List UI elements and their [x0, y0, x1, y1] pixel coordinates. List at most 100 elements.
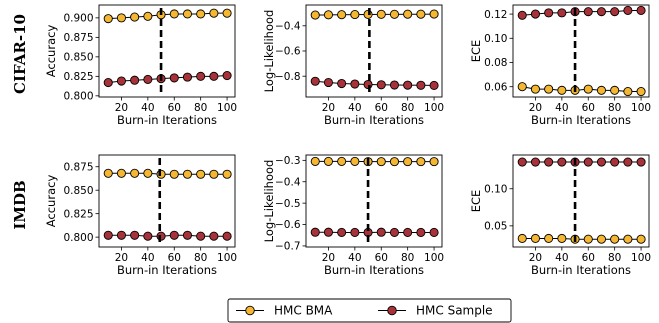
- data-point: [103, 230, 113, 240]
- x-tick-label: 100: [424, 102, 444, 114]
- data-point: [583, 157, 593, 167]
- data-point: [222, 231, 232, 241]
- data-point: [636, 87, 646, 97]
- legend-entry-hmc-sample: HMC Sample: [378, 304, 493, 318]
- series-line: [522, 237, 642, 240]
- x-tick-label: 20: [322, 252, 335, 264]
- x-axis-label: Burn-in Iterations: [117, 113, 217, 127]
- y-tick-label: 0.875: [63, 32, 93, 44]
- data-point: [557, 157, 567, 167]
- data-point: [323, 10, 333, 20]
- data-point: [337, 78, 347, 89]
- x-tick-label: 80: [194, 252, 207, 264]
- x-tick-label: 20: [529, 102, 542, 114]
- x-axis-label: Burn-in Iterations: [531, 263, 631, 277]
- plot-frame: [98, 4, 236, 98]
- x-tick-label: 60: [375, 102, 388, 114]
- data-point: [116, 13, 126, 23]
- data-point: [337, 227, 347, 238]
- x-axis-label: Burn-in Iterations: [324, 263, 424, 277]
- data-point: [403, 227, 413, 238]
- data-point: [376, 157, 386, 167]
- legend-label: HMC Sample: [416, 304, 493, 318]
- x-tick-label: 60: [582, 252, 595, 264]
- data-point: [196, 71, 206, 81]
- x-tick-label: 80: [608, 102, 621, 114]
- data-point: [130, 12, 140, 22]
- data-point: [103, 78, 113, 88]
- data-point: [130, 75, 140, 85]
- x-axis-label: Burn-in Iterations: [531, 113, 631, 127]
- data-point: [350, 10, 360, 20]
- data-point: [143, 168, 153, 178]
- data-point: [209, 169, 219, 179]
- data-point: [337, 156, 347, 166]
- row-label-cifar10: CIFAR-10: [11, 14, 29, 94]
- data-point: [557, 233, 567, 244]
- data-point: [310, 156, 320, 166]
- row-label-imdb: IMDB: [11, 180, 29, 229]
- data-point: [363, 9, 373, 20]
- series-hmc-sample: [517, 157, 646, 167]
- data-point: [143, 231, 153, 241]
- data-point: [557, 85, 567, 95]
- data-point: [222, 8, 232, 18]
- data-point: [429, 9, 439, 19]
- data-point: [376, 80, 386, 90]
- x-tick-label: 40: [141, 252, 154, 264]
- y-axis-label: ECE: [469, 40, 483, 63]
- data-point: [403, 9, 413, 19]
- data-point: [169, 73, 179, 83]
- data-point: [517, 157, 527, 167]
- y-axis-label: Log-Likelihood: [262, 10, 276, 93]
- data-point: [557, 8, 567, 18]
- data-point: [530, 9, 540, 19]
- data-point: [623, 234, 633, 244]
- data-point: [222, 71, 232, 81]
- data-point: [623, 87, 633, 97]
- x-tick-label: 40: [348, 252, 361, 264]
- y-axis-label: ECE: [469, 190, 483, 213]
- x-tick-label: 20: [529, 252, 542, 264]
- x-tick-label: 20: [322, 102, 335, 114]
- data-point: [222, 169, 232, 179]
- data-point: [156, 169, 166, 179]
- data-point: [596, 7, 607, 17]
- data-point: [610, 85, 620, 95]
- data-point: [416, 9, 426, 19]
- legend-marker: [387, 305, 397, 316]
- data-point: [169, 169, 179, 179]
- x-axis-label: Burn-in Iterations: [117, 263, 217, 277]
- series-hmc-bma: [517, 82, 646, 97]
- data-point: [350, 227, 360, 238]
- data-point: [116, 168, 126, 178]
- data-point: [544, 157, 554, 167]
- series-line: [522, 9, 642, 16]
- data-point: [323, 77, 333, 88]
- data-point: [389, 227, 400, 238]
- data-point: [363, 79, 373, 90]
- legend-entry-hmc-bma: HMC BMA: [236, 304, 333, 318]
- x-tick-label: 40: [555, 252, 568, 264]
- data-point: [403, 157, 413, 167]
- x-tick-label: 60: [375, 252, 388, 264]
- data-point: [596, 234, 607, 244]
- series-line: [108, 234, 228, 237]
- x-tick-label: 40: [555, 102, 568, 114]
- series-line: [315, 13, 435, 16]
- y-tick-label: −0.6: [275, 46, 301, 58]
- x-tick-label: 100: [631, 102, 651, 114]
- data-point: [116, 230, 126, 240]
- series-hmc-bma: [310, 9, 439, 20]
- series-hmc-sample: [103, 230, 232, 241]
- y-axis-label: Accuracy: [44, 175, 58, 228]
- y-tick-label: 0.825: [63, 71, 93, 83]
- x-axis-label: Burn-in Iterations: [324, 113, 424, 127]
- data-point: [544, 233, 554, 244]
- data-point: [429, 227, 439, 238]
- x-tick-label: 60: [168, 252, 181, 264]
